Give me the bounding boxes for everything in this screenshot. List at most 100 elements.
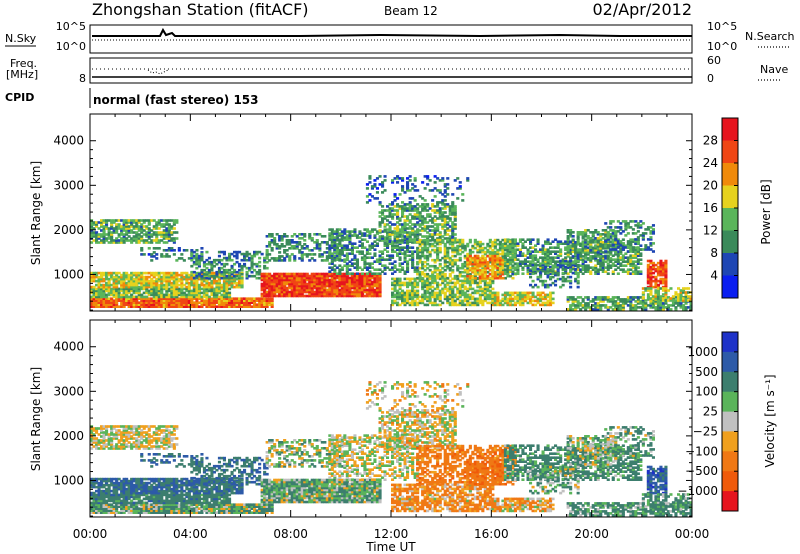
power-cell — [468, 256, 472, 260]
power-cell — [170, 247, 174, 250]
power-cell — [278, 247, 282, 250]
power-cell — [503, 276, 507, 280]
power-cell — [182, 291, 186, 295]
power-cell — [235, 256, 239, 260]
power-cell — [526, 295, 530, 299]
power-cell — [501, 270, 505, 274]
power-cell — [438, 207, 442, 210]
power-cell — [348, 280, 352, 284]
power-cell — [245, 272, 249, 276]
power-cell — [348, 264, 352, 267]
power-cell — [498, 268, 502, 272]
power-cell — [162, 301, 166, 304]
power-cell — [323, 251, 327, 254]
power-cell — [421, 239, 425, 242]
power-cell — [581, 262, 585, 265]
power-cell — [350, 286, 354, 290]
power-cell — [140, 293, 144, 297]
power-cell — [253, 299, 257, 302]
power-cell — [102, 237, 106, 240]
power-cell — [421, 295, 425, 299]
power-cell — [192, 260, 196, 264]
power-cell — [408, 301, 412, 305]
power-cell — [468, 268, 472, 272]
power-cell — [338, 264, 342, 267]
power-cell — [338, 254, 342, 257]
power-cell — [468, 274, 472, 278]
power-cell — [541, 301, 545, 305]
power-cell — [190, 293, 194, 297]
power-cell — [275, 294, 279, 298]
power-cell — [260, 286, 264, 290]
power-cell — [513, 244, 517, 248]
power-cell — [127, 303, 131, 306]
power-cell — [345, 280, 349, 284]
power-cell — [310, 237, 314, 240]
power-cell — [295, 278, 299, 282]
power-cell — [217, 297, 221, 300]
power-cell — [150, 285, 154, 289]
power-cell — [295, 280, 299, 284]
power-cell — [175, 295, 179, 299]
power-cell — [160, 255, 164, 258]
power-cell — [283, 284, 287, 288]
power-cell — [320, 290, 324, 294]
power-cell — [476, 258, 480, 262]
power-cell — [406, 215, 410, 218]
power-cell — [175, 273, 179, 277]
power-cell — [125, 295, 129, 299]
power-cell — [298, 274, 302, 278]
power-cell — [478, 250, 482, 254]
power-cell — [293, 233, 297, 236]
power-cell — [513, 242, 517, 245]
power-cell — [363, 294, 367, 298]
power-cell — [589, 237, 593, 240]
power-cell — [576, 241, 580, 244]
power-cell — [488, 289, 492, 293]
power-cell — [423, 274, 427, 278]
power-cell — [315, 274, 319, 278]
power-cell — [416, 293, 420, 297]
power-cell — [569, 257, 573, 260]
power-cell — [516, 262, 520, 265]
power-cell — [381, 230, 385, 233]
power-cell — [328, 237, 332, 240]
power-cell — [318, 290, 322, 294]
power-cell — [283, 278, 287, 282]
power-cell — [353, 228, 357, 231]
power-cell — [596, 251, 600, 254]
power-cell — [438, 211, 442, 214]
power-cell — [172, 239, 176, 242]
power-cell — [288, 272, 292, 276]
power-cell — [539, 256, 543, 259]
power-cell — [391, 287, 395, 291]
power-cell — [228, 256, 232, 260]
power-cell — [411, 285, 415, 289]
power-cell — [348, 278, 352, 282]
power-cell — [426, 205, 430, 208]
power-cell — [386, 254, 390, 257]
power-cell — [358, 272, 362, 276]
power-cell — [338, 268, 342, 271]
power-cell — [393, 205, 397, 208]
power-cell — [348, 290, 352, 294]
power-cell — [391, 295, 395, 299]
power-cell — [609, 266, 613, 269]
power-cell — [222, 299, 226, 302]
power-cell — [130, 301, 134, 304]
power-cell — [345, 266, 349, 269]
power-cell — [263, 280, 267, 284]
power-cell — [298, 294, 302, 298]
power-cell — [353, 234, 357, 237]
power-cell — [626, 258, 630, 261]
power-cell — [222, 264, 226, 268]
power-cell — [596, 262, 600, 265]
power-cell — [441, 235, 445, 238]
power-cell — [436, 250, 440, 254]
power-cell — [90, 279, 94, 283]
power-cell — [345, 238, 349, 241]
power-cell — [102, 225, 106, 228]
power-cell — [95, 239, 99, 242]
power-cell — [453, 303, 457, 307]
power-cell — [145, 303, 149, 306]
